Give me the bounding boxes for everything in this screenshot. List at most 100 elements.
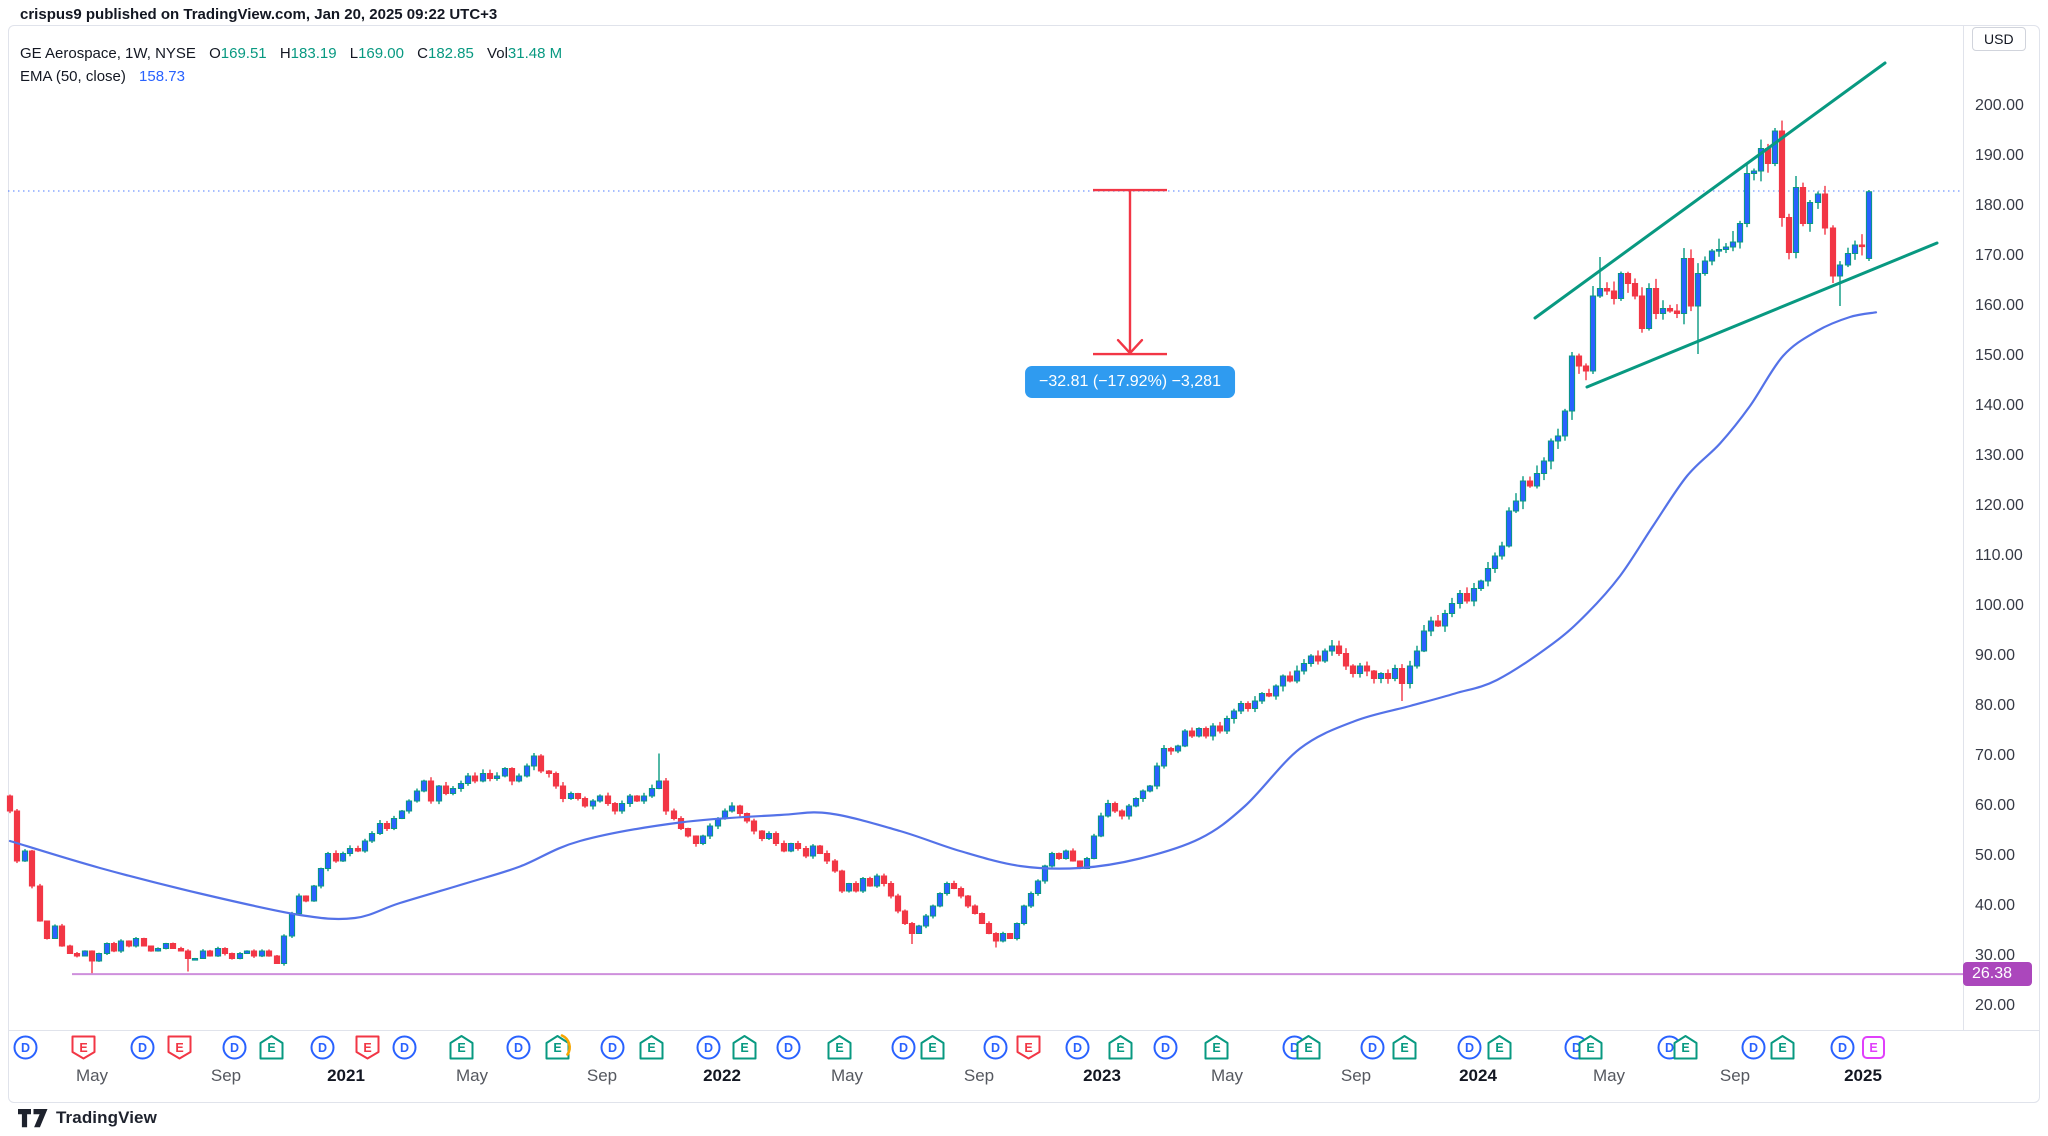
candle[interactable] [280,934,288,966]
candle[interactable] [1540,457,1548,481]
earnings-badge-icon[interactable]: E [1672,1034,1699,1061]
earnings-badge-icon[interactable]: E [258,1034,285,1061]
candle[interactable] [971,904,979,915]
candle[interactable] [479,769,487,783]
dividend-badge-icon[interactable]: D [1456,1034,1483,1061]
candle[interactable] [922,913,930,929]
ema-line[interactable] [8,311,1878,921]
earnings-badge-icon[interactable]: E [1295,1034,1322,1061]
candle[interactable] [1708,248,1716,266]
candle[interactable] [36,883,44,922]
candle[interactable] [13,808,21,864]
candle[interactable] [1090,833,1098,860]
candle[interactable] [258,949,266,958]
candle[interactable] [1307,654,1315,667]
candle[interactable] [1441,609,1449,632]
candle[interactable] [398,809,406,820]
candle[interactable] [838,869,846,894]
candle[interactable] [132,937,140,948]
candle[interactable] [1377,672,1385,684]
candle[interactable] [88,950,96,975]
measure-tool[interactable] [1093,188,1167,356]
candle[interactable] [405,799,413,814]
earnings-badge-icon[interactable]: E [919,1034,946,1061]
candle[interactable] [6,794,14,814]
candle[interactable] [332,850,340,863]
candle[interactable] [1858,234,1866,256]
candle[interactable] [1069,848,1077,862]
candle[interactable] [1617,271,1625,301]
candle[interactable] [273,954,281,964]
candle[interactable] [1729,231,1737,252]
candle[interactable] [611,802,619,815]
candle[interactable] [427,777,435,804]
dividend-badge-icon[interactable]: D [309,1034,336,1061]
earnings-badge-icon[interactable]: E [448,1034,475,1061]
candle[interactable] [1286,671,1294,683]
candle[interactable] [1652,278,1660,320]
candle[interactable] [191,957,199,961]
candle[interactable] [1694,263,1702,354]
candle[interactable] [802,845,810,859]
candle[interactable] [765,831,773,841]
candle[interactable] [206,949,214,957]
earnings-badge-icon[interactable]: E [1015,1034,1042,1061]
candle[interactable] [936,892,944,908]
candle[interactable] [221,947,229,956]
candle[interactable] [816,844,824,855]
candle[interactable] [772,831,780,847]
candle[interactable] [655,753,663,790]
candle[interactable] [1216,721,1224,734]
candle[interactable] [1209,723,1217,741]
candle[interactable] [552,771,560,789]
candle[interactable] [310,884,318,902]
candle[interactable] [493,772,501,781]
candle[interactable] [1568,351,1576,420]
candle[interactable] [901,909,909,925]
candle[interactable] [1821,185,1829,235]
candle[interactable] [929,904,937,919]
candle[interactable] [1498,541,1506,560]
candle[interactable] [1279,674,1287,692]
candle[interactable] [95,952,103,962]
candle[interactable] [1463,587,1471,604]
candle[interactable] [1715,238,1723,257]
candle[interactable] [1610,281,1618,305]
candle[interactable] [1589,286,1597,374]
candle[interactable] [985,921,993,935]
candle[interactable] [780,840,788,853]
candle[interactable] [662,778,670,815]
candle[interactable] [1638,287,1646,333]
candle[interactable] [758,830,766,842]
candle[interactable] [1624,271,1632,293]
candle[interactable] [1258,692,1266,704]
candle[interactable] [1146,784,1154,793]
candle[interactable] [501,767,509,778]
candle[interactable] [302,895,310,903]
candle[interactable] [794,840,802,851]
dividend-badge-icon[interactable]: D [12,1034,39,1061]
candle[interactable] [1851,240,1859,260]
dividend-badge-icon[interactable]: D [982,1034,1009,1061]
earnings-badge-icon[interactable]: E [1107,1034,1134,1061]
candle[interactable] [1736,220,1744,249]
candle[interactable] [1631,278,1639,300]
candle[interactable] [28,849,36,889]
candle[interactable] [957,886,965,899]
candle[interactable] [1750,168,1758,181]
candle[interactable] [250,949,258,958]
candle[interactable] [140,937,148,947]
candle[interactable] [1673,304,1681,319]
candle[interactable] [1104,799,1112,818]
candle[interactable] [376,820,384,835]
candle[interactable] [684,827,692,838]
candle[interactable] [1342,648,1350,670]
candle[interactable] [1356,662,1364,678]
candle[interactable] [1118,809,1126,820]
candle[interactable] [486,769,494,782]
candle[interactable] [1125,803,1133,820]
candle[interactable] [1272,684,1280,700]
candle[interactable] [177,946,185,952]
candle[interactable] [1265,688,1273,698]
candle[interactable] [1167,746,1175,755]
